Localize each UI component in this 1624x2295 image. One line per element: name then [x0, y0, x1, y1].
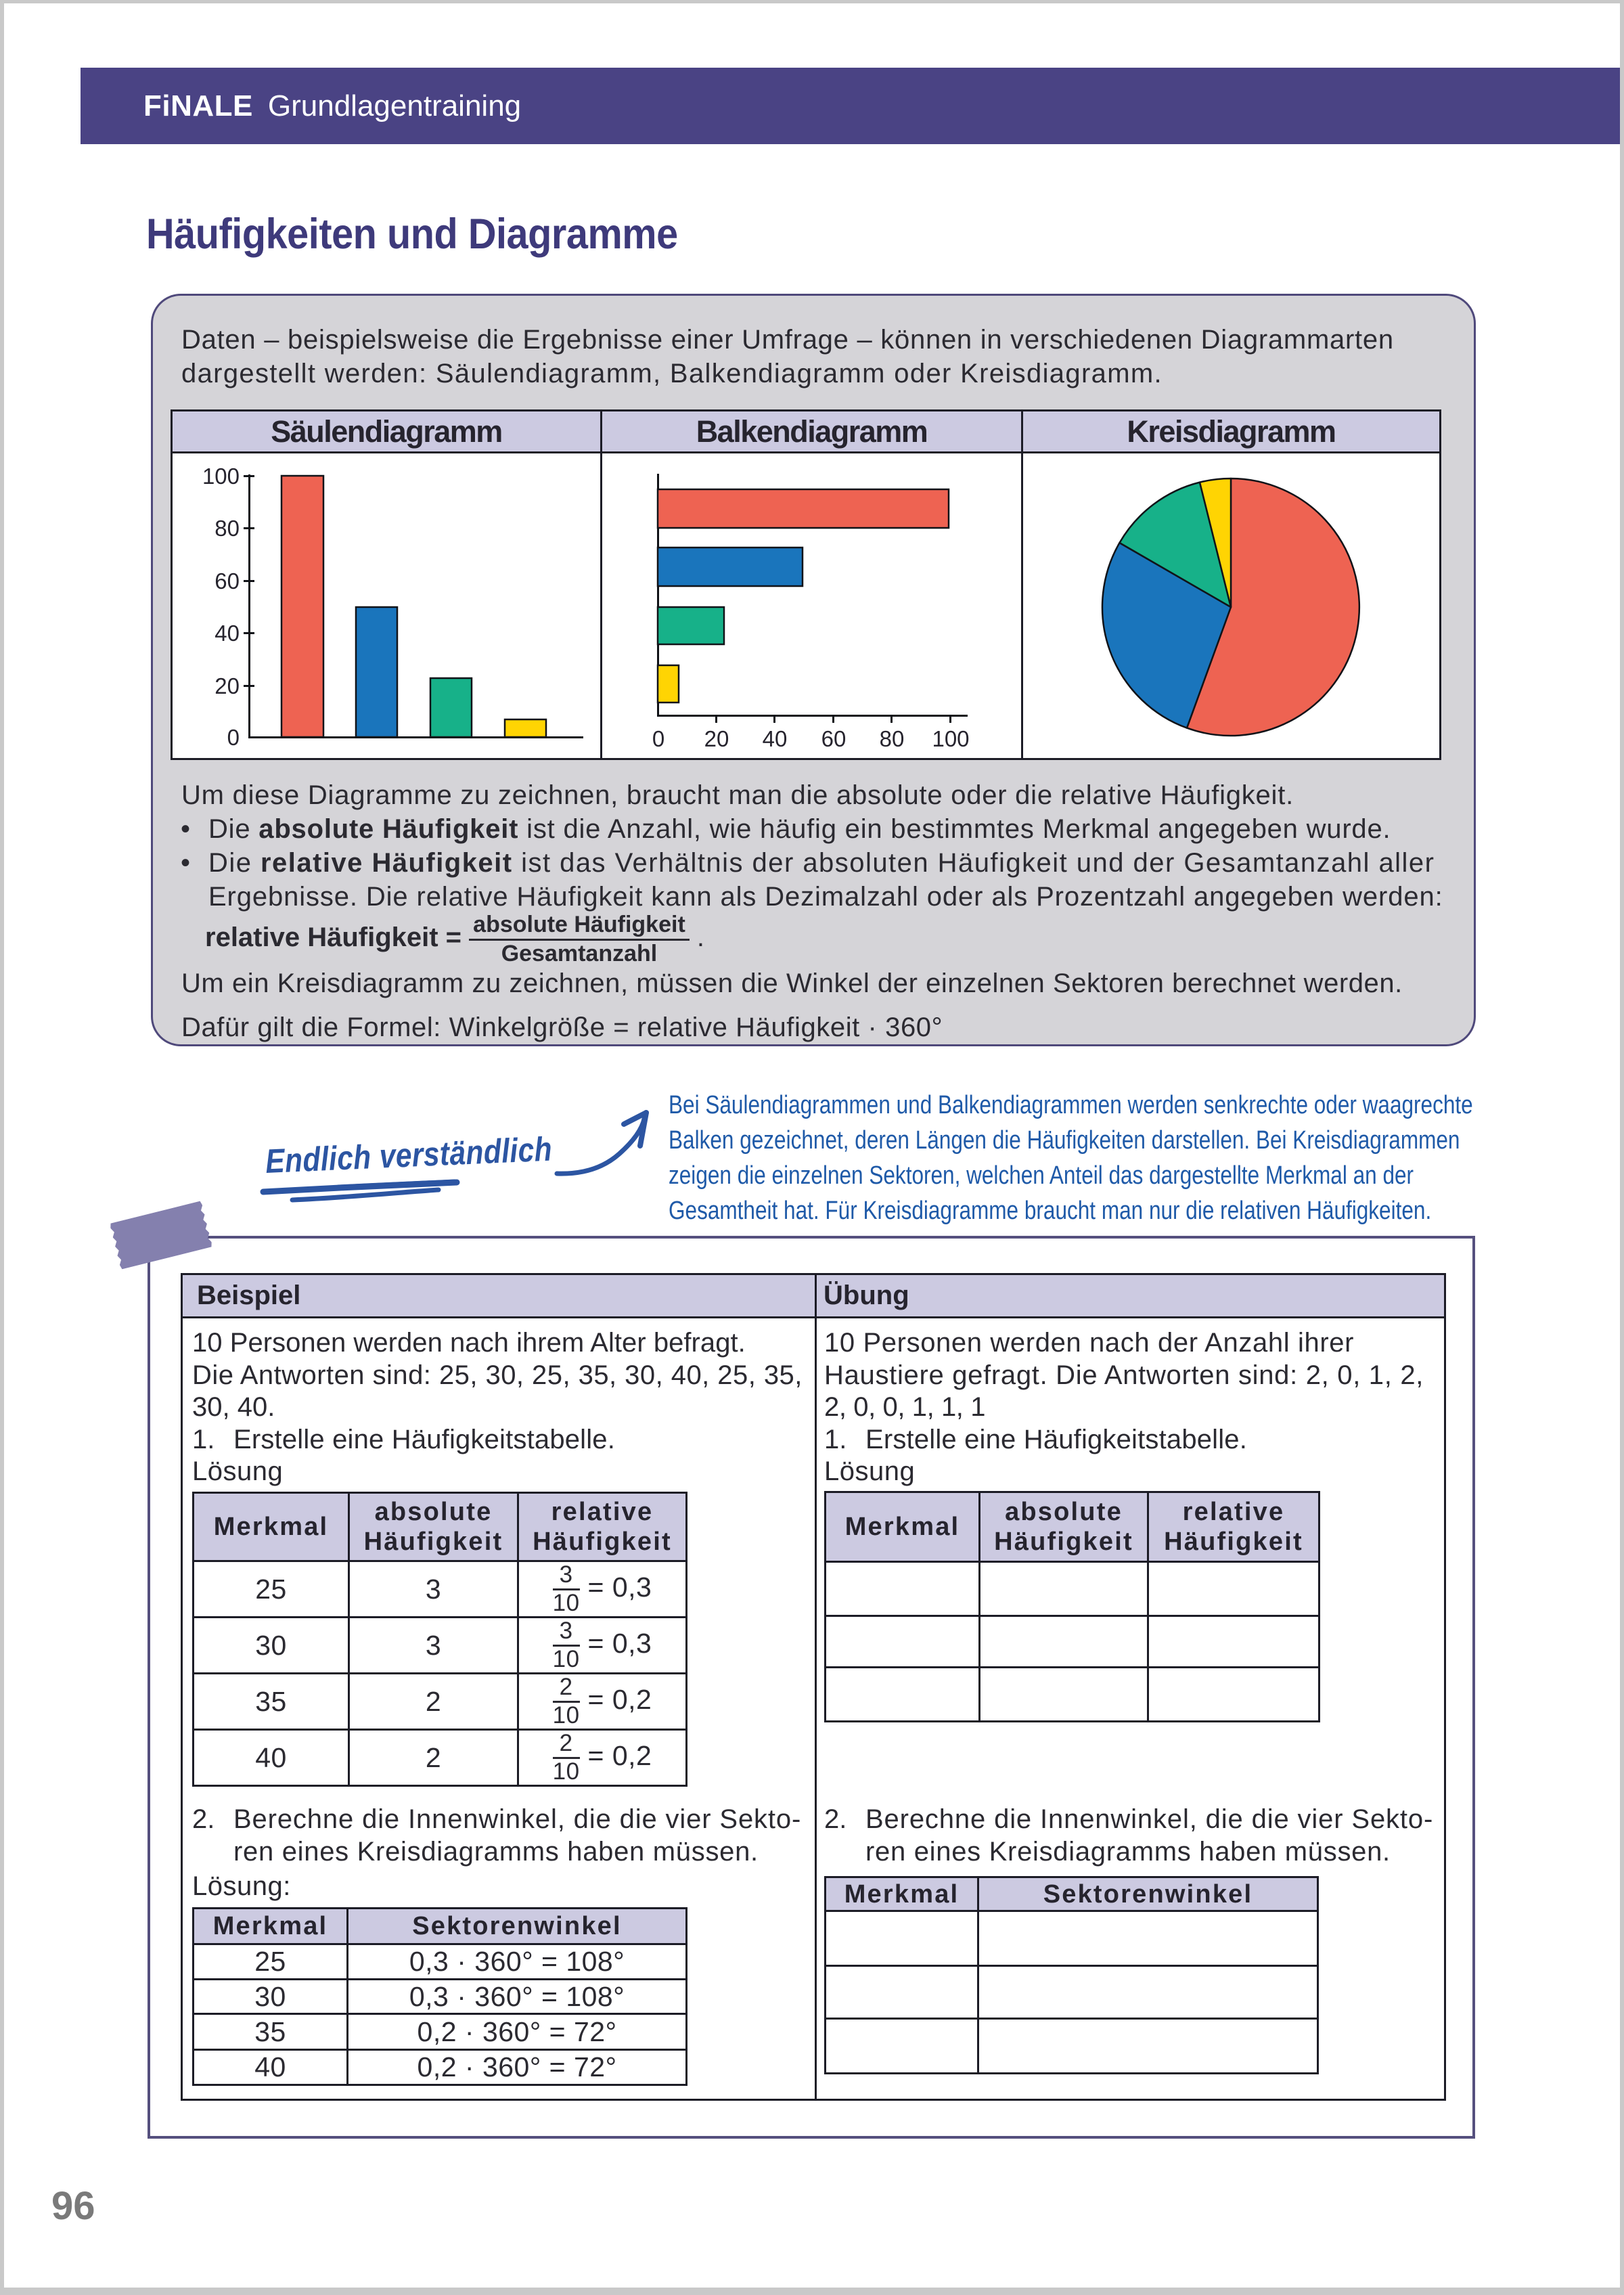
svg-text:0: 0 — [227, 725, 240, 750]
svg-text:100: 100 — [202, 464, 240, 489]
svg-text:60: 60 — [215, 569, 240, 594]
svg-text:100: 100 — [932, 726, 969, 751]
svg-text:20: 20 — [215, 673, 240, 698]
svg-text:Endlich verständlich: Endlich verständlich — [265, 1130, 553, 1180]
svg-text:80: 80 — [880, 726, 905, 751]
svg-text:60: 60 — [821, 726, 847, 751]
svg-text:20: 20 — [704, 726, 729, 751]
svg-text:40: 40 — [763, 726, 788, 751]
svg-text:0: 0 — [652, 726, 664, 751]
svg-text:80: 80 — [215, 516, 240, 541]
svg-text:40: 40 — [215, 621, 240, 646]
